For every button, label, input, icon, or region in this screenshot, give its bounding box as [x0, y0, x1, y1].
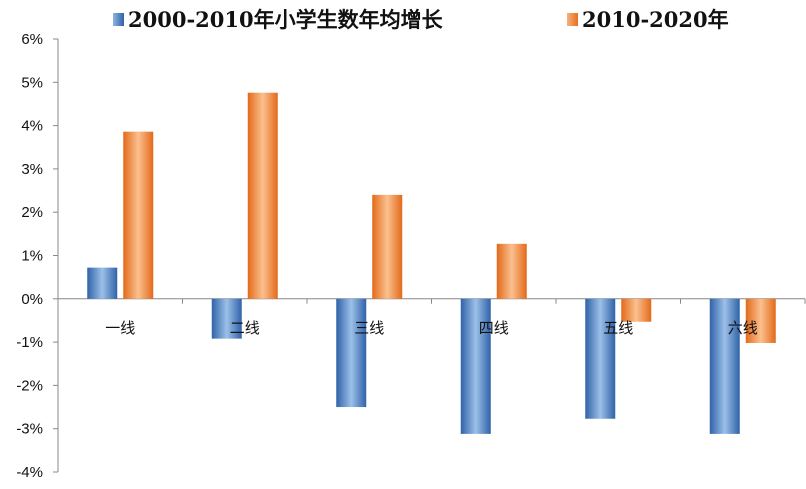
legend-label: 2010-2020年	[582, 7, 729, 32]
y-tick-label: -3%	[16, 421, 43, 438]
category-label: 四线	[479, 319, 509, 337]
bar-2010-2020-2	[247, 92, 278, 299]
bar-2000-2010-3	[336, 298, 367, 408]
bar-2000-2010-6	[709, 298, 740, 434]
category-label: 一线	[105, 319, 135, 337]
y-tick-label: 3%	[21, 161, 43, 178]
legend-swatch-blue	[113, 12, 124, 26]
bar-2000-2010-1	[87, 267, 118, 299]
legend-label: 2000-2010年小学生数年均增长	[128, 7, 443, 32]
category-label: 五线	[603, 319, 633, 337]
y-tick-label: 5%	[21, 74, 43, 91]
y-tick-label: 0%	[21, 291, 43, 308]
y-tick-label: 1%	[21, 248, 43, 265]
y-tick-label: 4%	[21, 118, 43, 135]
y-tick-label: -2%	[16, 377, 43, 394]
bar-2010-2020-4	[496, 243, 527, 299]
category-label: 二线	[230, 319, 260, 337]
bar-2000-2010-4	[460, 298, 491, 434]
y-tick-label: 6%	[21, 31, 43, 48]
bar-2010-2020-3	[372, 194, 403, 299]
category-label: 三线	[354, 319, 384, 337]
y-tick-label: -1%	[16, 334, 43, 351]
bar-2010-2020-1	[123, 131, 154, 299]
legend-item-2010-2020: 2010-2020年	[567, 4, 729, 34]
legend-item-2000-2010: 2000-2010年小学生数年均增长	[113, 4, 443, 34]
category-label: 六线	[728, 319, 758, 337]
bar-2010-2020-5	[621, 298, 652, 322]
bar-2000-2010-5	[585, 298, 616, 419]
bar-2000-2010-2	[211, 298, 242, 339]
bar-2010-2020-6	[745, 298, 776, 343]
y-tick-label: -4%	[16, 464, 43, 481]
legend: 2000-2010年小学生数年均增长 2010-2020年	[0, 4, 806, 34]
y-tick-label: 2%	[21, 204, 43, 221]
legend-swatch-orange	[567, 12, 578, 26]
